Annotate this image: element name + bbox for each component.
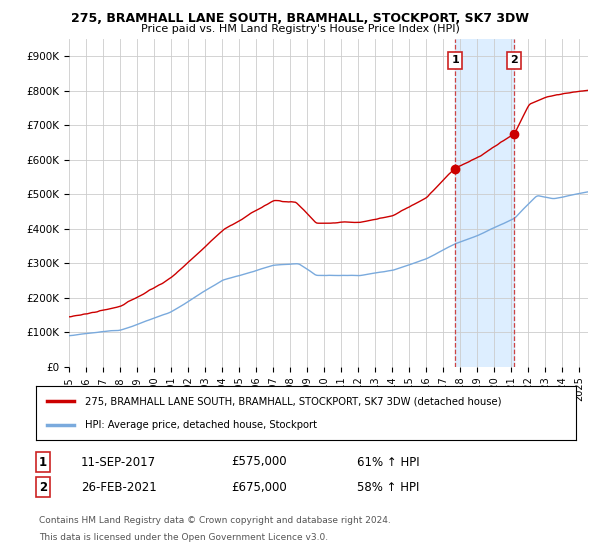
- Text: 2: 2: [510, 55, 518, 66]
- Text: 2: 2: [39, 480, 47, 494]
- Text: This data is licensed under the Open Government Licence v3.0.: This data is licensed under the Open Gov…: [39, 533, 328, 542]
- Bar: [455, 39, 514, 367]
- Text: 275, BRAMHALL LANE SOUTH, BRAMHALL, STOCKPORT, SK7 3DW: 275, BRAMHALL LANE SOUTH, BRAMHALL, STOC…: [71, 12, 529, 25]
- Text: 1: 1: [451, 55, 459, 66]
- Text: 11-SEP-2017: 11-SEP-2017: [81, 455, 156, 469]
- Text: 26-FEB-2021: 26-FEB-2021: [81, 480, 157, 494]
- Text: HPI: Average price, detached house, Stockport: HPI: Average price, detached house, Stoc…: [85, 419, 317, 430]
- Text: 1: 1: [39, 455, 47, 469]
- Text: Contains HM Land Registry data © Crown copyright and database right 2024.: Contains HM Land Registry data © Crown c…: [39, 516, 391, 525]
- Text: 61% ↑ HPI: 61% ↑ HPI: [357, 455, 419, 469]
- Text: £575,000: £575,000: [231, 455, 287, 469]
- Text: £675,000: £675,000: [231, 480, 287, 494]
- Text: 58% ↑ HPI: 58% ↑ HPI: [357, 480, 419, 494]
- Text: 275, BRAMHALL LANE SOUTH, BRAMHALL, STOCKPORT, SK7 3DW (detached house): 275, BRAMHALL LANE SOUTH, BRAMHALL, STOC…: [85, 396, 501, 407]
- Text: Price paid vs. HM Land Registry's House Price Index (HPI): Price paid vs. HM Land Registry's House …: [140, 24, 460, 34]
